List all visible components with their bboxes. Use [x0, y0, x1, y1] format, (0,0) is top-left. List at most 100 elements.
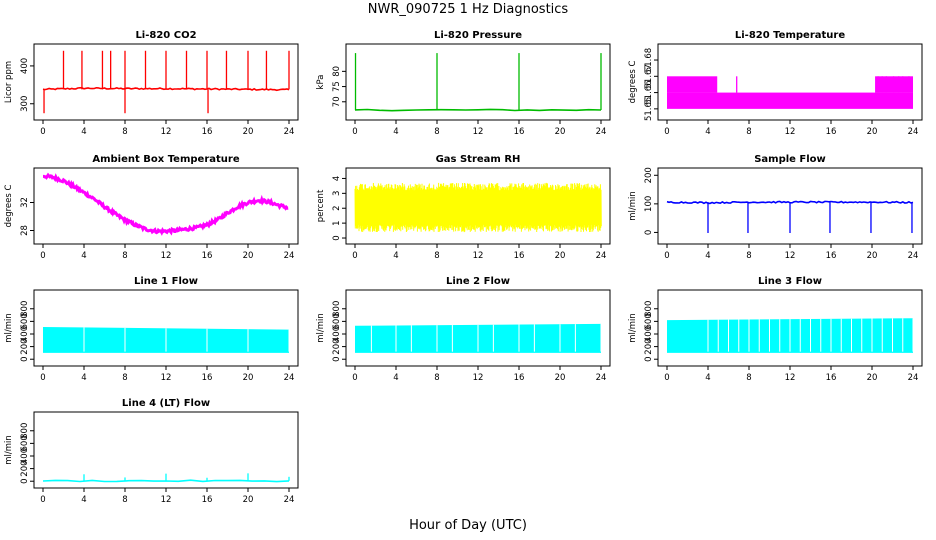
data-series: [43, 172, 289, 236]
y-axis-label: degrees C: [4, 185, 14, 228]
x-tick-label: 8: [122, 127, 127, 137]
x-tick-label: 8: [122, 251, 127, 261]
x-tick-label: 4: [705, 127, 710, 137]
y-tick-label: 200: [332, 338, 342, 354]
band: [667, 76, 718, 93]
panel-title: Gas Stream RH: [436, 154, 521, 165]
panel-title: Li-820 CO2: [135, 30, 196, 41]
panel-3: Li-820 Temperature degrees C 0 4 8 12 16 20 24 51…: [628, 30, 923, 137]
y-axis-label: ml/min: [628, 191, 638, 221]
x-tick-label: 20: [555, 373, 566, 383]
data-series: [354, 182, 602, 233]
y-tick-label: 0: [644, 357, 654, 362]
data-series: [354, 53, 602, 112]
data-series: [666, 200, 914, 233]
y-tick-label: 400: [20, 448, 30, 464]
y-tick-label: 400: [20, 326, 30, 342]
y-tick-label: 400: [332, 326, 342, 342]
y-tick-label: 0: [644, 230, 654, 235]
x-tick-label: 20: [867, 251, 878, 261]
x-tick-label: 16: [514, 127, 525, 137]
panel-8: Line 2 Flow ml/min 0 4 8 12 16 20 24 0 20040060080…: [316, 276, 611, 383]
panel-9: Line 3 Flow ml/min 0 4 8 12 16 20 24 0 20040060080…: [628, 276, 923, 383]
panel-10: Line 4 (LT) Flow ml/min 0 4 8 12 16 20 24 0 200400…: [4, 398, 299, 505]
y-tick-label: 0: [20, 479, 30, 484]
x-tick-label: 24: [284, 251, 295, 261]
panel-1: Li-820 CO2 Licor ppm 0 4 8 12 16 20 24 300 400: [4, 30, 299, 137]
y-tick-label: 80: [332, 66, 342, 77]
x-tick-label: 0: [352, 127, 357, 137]
panel-title: Line 2 Flow: [446, 276, 510, 287]
x-tick-label: 24: [596, 373, 607, 383]
x-tick-label: 12: [785, 251, 796, 261]
x-tick-label: 0: [40, 495, 45, 505]
x-tick-label: 0: [352, 251, 357, 261]
x-tick-label: 4: [81, 127, 86, 137]
data-series: [43, 327, 290, 353]
x-tick-label: 4: [393, 373, 398, 383]
y-tick-label: 0: [332, 235, 342, 240]
x-axis-label: Hour of Day (UTC): [409, 518, 527, 533]
x-tick-label: 20: [555, 251, 566, 261]
page-title: NWR_090725 1 Hz Diagnostics: [367, 2, 569, 17]
x-tick-label: 8: [434, 251, 439, 261]
y-tick-label: 400: [20, 58, 30, 74]
y-tick-label: 2: [332, 206, 342, 211]
x-tick-label: 0: [352, 373, 357, 383]
x-tick-label: 20: [243, 495, 254, 505]
y-tick-label: 70: [332, 96, 342, 107]
x-tick-label: 16: [202, 495, 213, 505]
x-tick-label: 12: [161, 127, 172, 137]
x-tick-label: 20: [867, 127, 878, 137]
x-tick-label: 20: [867, 373, 878, 383]
x-tick-label: 16: [514, 373, 525, 383]
data-series: [355, 323, 602, 353]
y-axis-label: kPa: [316, 75, 326, 90]
panel-title: Li-820 Pressure: [434, 30, 522, 41]
plot-frame: [345, 43, 611, 121]
y-tick-label: 51.65: [644, 97, 654, 121]
y-tick-label: 75: [332, 81, 342, 92]
y-tick-label: 51.67: [644, 64, 654, 88]
y-tick-label: 400: [644, 326, 654, 342]
y-tick-label: 200: [20, 460, 30, 476]
y-tick-label: 100: [644, 196, 654, 212]
x-tick-label: 8: [434, 373, 439, 383]
x-tick-label: 20: [243, 251, 254, 261]
y-axis-label: Licor ppm: [4, 61, 14, 103]
panel-7: Line 1 Flow ml/min 0 4 8 12 16 20 24 0 20040060080…: [4, 276, 299, 383]
y-tick-label: 600: [644, 313, 654, 329]
y-tick-label: 51.66: [644, 80, 654, 104]
x-tick-label: 16: [202, 251, 213, 261]
x-tick-label: 24: [284, 373, 295, 383]
band: [875, 76, 913, 93]
x-tick-label: 4: [705, 251, 710, 261]
y-axis-label: ml/min: [316, 313, 326, 343]
y-axis-label: ml/min: [4, 313, 14, 343]
y-tick-label: 1: [332, 220, 342, 225]
panel-title: Sample Flow: [754, 154, 826, 165]
x-tick-label: 12: [473, 373, 484, 383]
x-tick-label: 4: [393, 251, 398, 261]
x-tick-label: 16: [202, 127, 213, 137]
x-tick-label: 24: [284, 495, 295, 505]
y-tick-label: 800: [20, 301, 30, 317]
x-tick-label: 4: [81, 373, 86, 383]
panel-title: Ambient Box Temperature: [92, 154, 239, 165]
data-series: [42, 473, 290, 483]
y-tick-label: 3: [332, 191, 342, 196]
y-tick-label: 800: [20, 423, 30, 439]
x-tick-label: 0: [664, 251, 669, 261]
x-tick-label: 20: [243, 127, 254, 137]
x-tick-label: 12: [161, 251, 172, 261]
series-line: [354, 182, 602, 233]
x-tick-label: 24: [596, 127, 607, 137]
series-line: [43, 172, 289, 236]
y-tick-label: 600: [332, 313, 342, 329]
data-series: [667, 318, 914, 353]
y-tick-label: 600: [20, 313, 30, 329]
x-tick-label: 16: [826, 127, 837, 137]
x-tick-label: 16: [826, 251, 837, 261]
y-axis-label: degrees C: [628, 61, 638, 104]
